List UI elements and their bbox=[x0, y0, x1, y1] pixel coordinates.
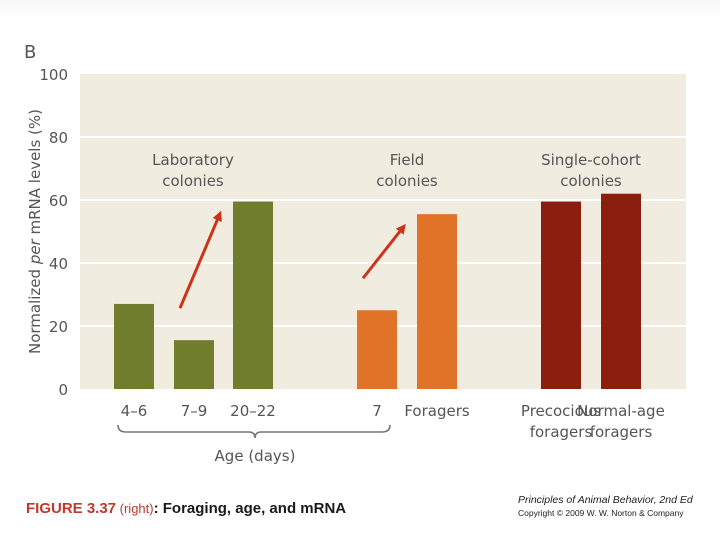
bar-b7 bbox=[601, 193, 641, 389]
trend-arrow bbox=[361, 223, 406, 280]
trend-arrow bbox=[178, 210, 222, 309]
x-category-label: 4–6 bbox=[121, 402, 148, 420]
y-tick-label: 40 bbox=[49, 255, 68, 273]
header-strip bbox=[0, 0, 720, 18]
foraging-mrna-chart: B 0 20 40 60 80 100 Normalized per mRNA levels… bbox=[24, 42, 686, 465]
x-category-label: Normal-age bbox=[577, 402, 665, 420]
x-category-label: foragers bbox=[530, 423, 593, 441]
y-axis-label: Normalized per mRNA levels (%) bbox=[26, 109, 44, 354]
figure-number: FIGURE 3.37 bbox=[26, 500, 117, 517]
bar-b5 bbox=[417, 214, 457, 389]
age-bracket bbox=[117, 424, 391, 439]
bar-b1 bbox=[114, 303, 154, 389]
x-category-label: 20–22 bbox=[230, 402, 276, 420]
x-axis-label: Age (days) bbox=[215, 447, 296, 465]
bar-b4 bbox=[357, 310, 397, 389]
bar-b6 bbox=[541, 201, 581, 389]
bar-b3 bbox=[233, 201, 273, 389]
group-label: colonies bbox=[376, 172, 438, 190]
panel-label: B bbox=[24, 42, 36, 63]
x-category-label: Precocious bbox=[521, 402, 601, 420]
group-label: Single-cohort bbox=[541, 151, 641, 169]
publisher-credit: Principles of Animal Behavior, 2nd Ed Co… bbox=[518, 494, 718, 520]
group-label: colonies bbox=[560, 172, 622, 190]
y-tick-label: 60 bbox=[49, 192, 68, 210]
x-category-label: Foragers bbox=[404, 402, 470, 420]
figure-title: : Foraging, age, and mRNA bbox=[153, 500, 347, 517]
copyright-line: Copyright © 2009 W. W. Norton & Company bbox=[518, 508, 684, 518]
y-tick-label: 100 bbox=[39, 66, 68, 84]
group-label: Field bbox=[390, 151, 425, 169]
book-title: Principles of Animal Behavior, 2nd Ed bbox=[518, 494, 693, 506]
y-tick-label: 0 bbox=[58, 381, 68, 399]
figure-subpanel: (right) bbox=[116, 501, 154, 516]
bar-b2 bbox=[174, 340, 214, 389]
x-category-label: foragers bbox=[590, 423, 653, 441]
x-category-label: 7–9 bbox=[181, 402, 208, 420]
figure-caption: FIGURE 3.37 (right): Foraging, age, and … bbox=[26, 500, 346, 517]
group-label: colonies bbox=[162, 172, 224, 190]
y-tick-label: 80 bbox=[49, 129, 68, 147]
y-tick-label: 20 bbox=[49, 318, 68, 336]
x-category-label: 7 bbox=[372, 402, 382, 420]
group-label: Laboratory bbox=[152, 151, 234, 169]
